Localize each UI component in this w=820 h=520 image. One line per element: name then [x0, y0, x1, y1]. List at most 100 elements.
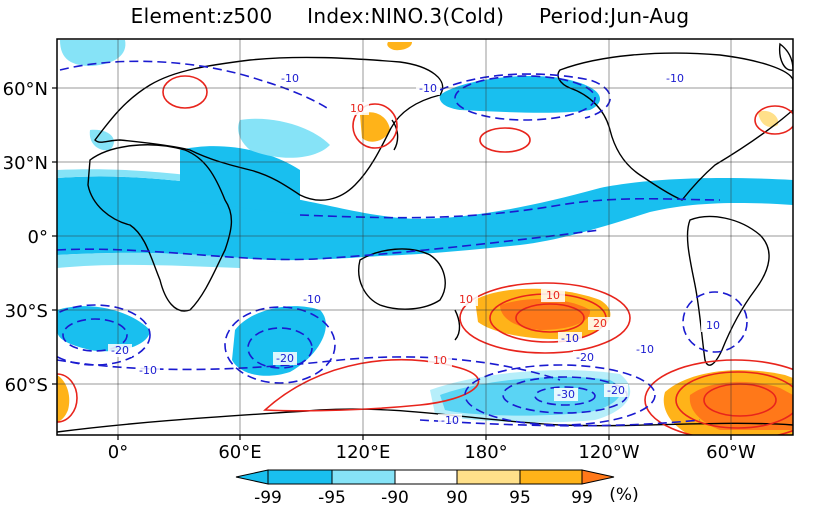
new-zealand-outline [454, 309, 461, 341]
contour-pos-atl [754, 105, 793, 135]
contour-label: 10 [350, 102, 364, 115]
lon-label-60w: 60°W [706, 442, 756, 463]
lon-label-60e: 60°E [218, 442, 261, 463]
lat-label-60n: 60°N [3, 79, 48, 100]
south-america-outline [686, 215, 770, 366]
contour-label: 10 [433, 354, 447, 367]
japan-outline [391, 119, 399, 151]
contour-label-bg [701, 319, 725, 332]
lat-tick-labels: 60°N 30°N 0° 30°S 60°S [3, 79, 48, 396]
shade-atlantic-small [758, 110, 779, 128]
shade-bering [387, 42, 412, 51]
contour-pos-japan [352, 103, 398, 149]
contour-pos-pacific-30 [515, 303, 585, 333]
contour-label-bg [438, 414, 462, 427]
contour-label-bg [541, 289, 565, 302]
contour-label-bg [554, 388, 578, 401]
shade-tropical-edge [57, 169, 290, 198]
contour-label-bg [108, 344, 132, 357]
contour-pos-npac [479, 127, 531, 153]
contour-label: -10 [561, 332, 579, 345]
lon-label-0: 0° [108, 442, 128, 463]
contour-label: 10 [459, 293, 473, 306]
contour-neg-trop-2 [299, 197, 721, 219]
contour-label: 10 [546, 289, 560, 302]
contour-label: -20 [576, 351, 594, 364]
title-period: Period:Jun-Aug [538, 4, 690, 28]
colorbar-arrow-right [581, 469, 615, 485]
contour-label-bg [345, 102, 369, 115]
contour-label-bg [588, 317, 612, 330]
shade-tropical-edge-south [57, 252, 240, 268]
contour-label: -10 [441, 414, 459, 427]
contour-pos-sa-20 [675, 371, 793, 429]
contour-label-bg [663, 72, 687, 85]
map-title: Element:z500 Index:NINO.3(Cold) Period:J… [0, 4, 820, 28]
eurasia-outline [94, 56, 444, 201]
map-frame [56, 38, 794, 436]
contour-neg-sind-2 [247, 327, 313, 369]
contour-label: -20 [111, 344, 129, 357]
contour-label-bg [454, 293, 478, 306]
lat-label-60s: 60°S [5, 375, 48, 396]
contour-pos-sw [57, 373, 78, 423]
shade-tropical-band [57, 176, 793, 261]
contour-label-bg [278, 72, 302, 85]
north-america-outline [557, 52, 793, 201]
contour-label: -10 [666, 72, 684, 85]
lon-label-120e: 120°E [336, 442, 391, 463]
contour-pos-scand [162, 75, 208, 109]
shade-sw-corner [57, 375, 70, 422]
contour-neg-north-2 [439, 73, 611, 119]
contour-label: 20 [593, 317, 607, 330]
shade-south-indian [232, 306, 326, 376]
contour-pos-south-band [263, 358, 480, 412]
contour-label: -10 [303, 293, 321, 306]
antarctica-outline [57, 408, 793, 433]
greenland-outline [778, 42, 793, 71]
contour-label-bg [558, 332, 582, 345]
tick-marks [52, 87, 732, 440]
shade-japan-high [360, 112, 390, 142]
title-element: Element:z500 [130, 4, 273, 28]
contour-label-bg [604, 384, 628, 397]
contour-label: -10 [281, 72, 299, 85]
contour-label-bg [416, 82, 440, 95]
colorbar-label-2: -95 [318, 488, 346, 508]
lat-label-30s: 30°S [5, 301, 48, 322]
contour-label: -10 [419, 82, 437, 95]
shade-arctic-2 [60, 40, 126, 66]
contour-labels: -10 -10 10 -10 -20 -10 -20 -10 10 10 20 10 -10 -20 -30… [108, 72, 725, 427]
contour-label: -10 [139, 364, 157, 377]
title-index: Index:NINO.3(Cold) [307, 4, 505, 28]
contour-label: -20 [276, 352, 294, 365]
colorbar-label-4: 90 [446, 488, 468, 508]
contour-neg-sa [682, 291, 748, 353]
contour-label: -30 [557, 388, 575, 401]
colorbar-swatch-1 [267, 469, 333, 485]
lat-label-0: 0° [28, 227, 48, 248]
contour-pos-pacific-10 [459, 282, 631, 354]
contour-neg-satl-2 [62, 318, 128, 352]
shade-west-africa [89, 129, 114, 151]
lon-tick-labels: 0° 60°E 120°E 180° 120°W 60°W [108, 442, 756, 463]
shade-south-pacific-edge [430, 370, 631, 423]
contour-label-bg [633, 343, 657, 356]
colorbar-label-6: 99 [571, 488, 593, 508]
shade-south-atlantic [57, 306, 150, 352]
coastlines [57, 42, 793, 433]
colorbar: -99 -95 -90 90 95 99 (%) [235, 469, 639, 508]
contour-label-bg [300, 293, 324, 306]
colorbar-label-1: -99 [254, 488, 282, 508]
shade-north-pacific [439, 75, 600, 113]
contour-pos-sa-10 [644, 359, 793, 435]
contour-label-bg [273, 352, 297, 365]
colorbar-label-5: 95 [509, 488, 531, 508]
contour-neg-spac-3 [534, 386, 596, 406]
contour-neg-trop-1 [57, 229, 601, 261]
africa-outline [87, 144, 233, 312]
contour-neg-satl [57, 304, 151, 366]
australia-outline [358, 248, 446, 310]
lon-label-120w: 120°W [578, 442, 639, 463]
